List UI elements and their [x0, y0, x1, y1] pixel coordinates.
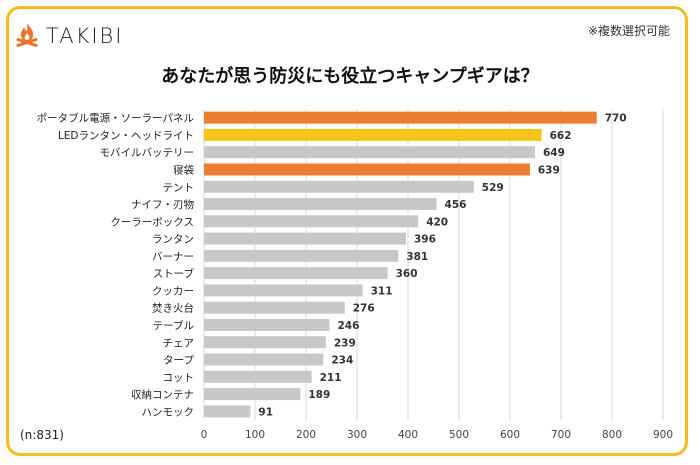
bar: [204, 111, 597, 124]
x-tick-label: 800: [602, 429, 622, 441]
category-label: テーブル: [153, 319, 194, 332]
bar: [204, 267, 388, 280]
data-label: 360: [396, 268, 418, 280]
data-label: 529: [482, 182, 504, 194]
bar: [204, 284, 363, 297]
bar: [204, 215, 419, 228]
multiple-choice-note: ※複数選択可能: [587, 24, 670, 38]
x-tick-label: 300: [347, 429, 367, 441]
brand-logo: TAKIBI: [14, 22, 123, 50]
data-label: 276: [353, 303, 375, 315]
bar: [204, 388, 301, 401]
data-label: 211: [320, 372, 342, 384]
brand-name: TAKIBI: [46, 24, 124, 48]
category-label: ランタン: [152, 234, 194, 246]
chart-frame: [6, 6, 688, 456]
x-tick-label: 100: [245, 429, 265, 441]
data-label: 396: [414, 234, 436, 246]
x-tick-label: 0: [201, 429, 208, 441]
category-label: バーナー: [152, 251, 194, 263]
x-tick-label: 200: [296, 429, 316, 441]
category-label: タープ: [163, 355, 194, 367]
category-label: クッカー: [152, 285, 194, 297]
bar: [204, 163, 530, 176]
category-label: 収納コンテナ: [131, 388, 194, 401]
data-label: 662: [550, 130, 572, 142]
bar: [204, 128, 542, 141]
bar: [204, 249, 399, 262]
bar: [204, 405, 251, 418]
category-label: ナイフ・刃物: [131, 198, 194, 211]
campfire-icon: [16, 23, 38, 47]
bar: [204, 353, 324, 366]
data-label: 91: [258, 406, 273, 418]
category-label: モバイルバッテリー: [100, 147, 195, 159]
data-label: 456: [445, 199, 467, 211]
data-label: 239: [334, 337, 356, 349]
category-label: クーラーボックス: [110, 216, 194, 228]
category-label: 寝袋: [173, 163, 194, 176]
bar: [204, 232, 406, 245]
x-tick-label: 600: [500, 429, 520, 441]
category-label: コット: [163, 372, 195, 384]
category-label: テント: [163, 182, 195, 194]
bar: [204, 301, 345, 314]
data-label: 420: [426, 216, 448, 228]
data-label: 311: [371, 285, 393, 297]
category-label: ハンモック: [142, 406, 195, 418]
x-tick-label: 500: [449, 429, 469, 441]
bar: [204, 370, 312, 383]
data-label: 234: [331, 355, 353, 367]
x-tick-label: 700: [551, 429, 571, 441]
category-label: チェア: [163, 337, 195, 349]
chart-title: あなたが思う防災にも役立つキャンプギアは？: [161, 66, 539, 87]
category-label: ポータブル電源・ソーラーパネル: [37, 112, 194, 125]
bar: [204, 180, 474, 193]
data-label: 639: [538, 164, 560, 176]
bar: [204, 146, 535, 159]
x-tick-label: 400: [398, 429, 418, 441]
data-label: 381: [406, 251, 428, 263]
category-label: LEDランタン・ヘッドライト: [58, 130, 194, 142]
data-label: 246: [337, 320, 359, 332]
bar: [204, 318, 330, 331]
data-label: 649: [543, 147, 565, 159]
category-label: 焚き火台: [152, 302, 194, 315]
bar: [204, 336, 326, 349]
x-tick-label: 900: [653, 429, 673, 441]
bar: [204, 198, 437, 211]
category-label: ストーブ: [153, 267, 195, 280]
sample-size-label: (n:831): [20, 428, 64, 442]
data-label: 189: [308, 389, 330, 401]
data-label: 770: [605, 113, 627, 125]
